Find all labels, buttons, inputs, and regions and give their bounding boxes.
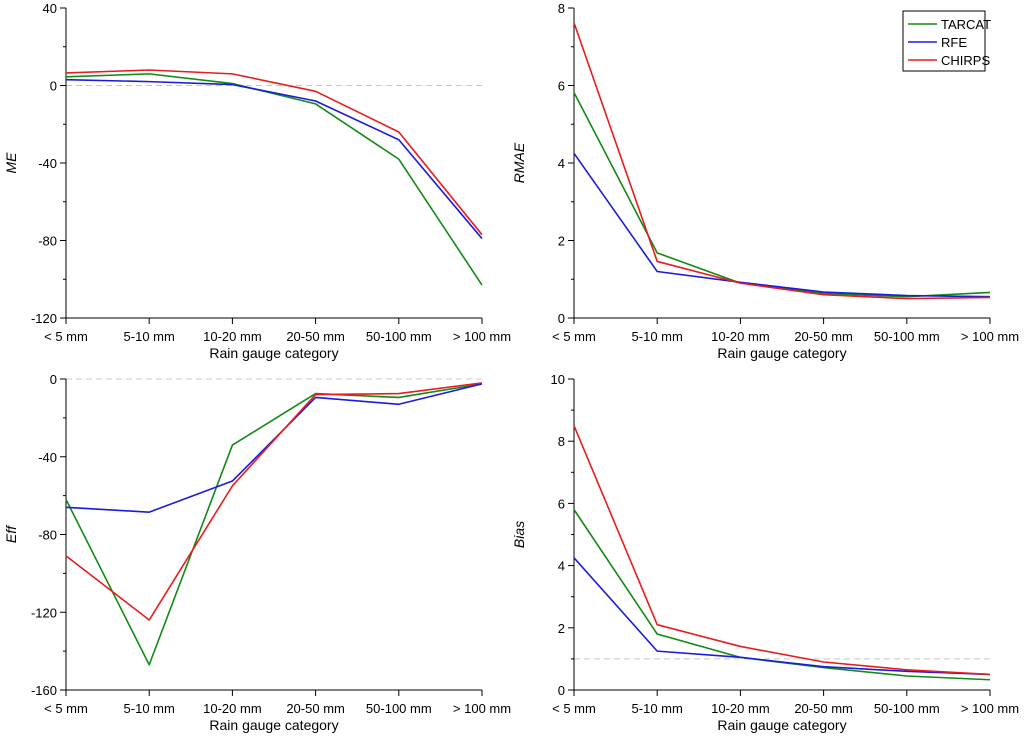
x-tick-label: 20-50 mm: [286, 329, 345, 344]
x-tick-label: < 5 mm: [44, 329, 88, 344]
y-tick-label: 6: [558, 79, 565, 94]
series-line-tarcat: [573, 92, 991, 298]
x-tick-label: > 100 mm: [453, 329, 511, 344]
x-tick-label: 5-10 mm: [632, 329, 683, 344]
y-tick-label: -80: [38, 528, 57, 543]
series-line-chirps: [65, 382, 483, 621]
x-tick-label: > 100 mm: [961, 329, 1019, 344]
y-tick-label: 8: [558, 1, 565, 16]
panel-bias: 0 2 4 6 8 10 < 5 mm 5-10 mm 10-20 mm 20-50 mm 50-1…: [511, 372, 1019, 733]
legend-label-chirps: CHIRPS: [941, 53, 990, 68]
y-tick-label: -160: [31, 683, 57, 698]
y-tick-label: 4: [558, 156, 565, 171]
y-tick-label: 4: [558, 559, 565, 574]
y-tick-label: 10: [551, 372, 565, 387]
series-line-rfe: [573, 557, 991, 676]
x-tick-label: 20-50 mm: [794, 329, 853, 344]
y-tick-label: -40: [38, 450, 57, 465]
x-tick-label: > 100 mm: [453, 701, 511, 716]
y-tick-label: 2: [558, 234, 565, 249]
series-line-tarcat: [65, 73, 483, 286]
panel-eff: -160 -120 -80 -40 0 < 5 mm 5-10 mm 10-20 mm 20-5…: [3, 372, 511, 733]
x-tick-label: 5-10 mm: [632, 701, 683, 716]
series-line-chirps: [573, 22, 991, 300]
y-tick-label: 8: [558, 434, 565, 449]
legend-label-rfe: RFE: [941, 35, 967, 50]
x-tick-label: 50-100 mm: [366, 701, 432, 716]
legend-box: [902, 10, 986, 72]
x-tick-label: 5-10 mm: [124, 329, 175, 344]
x-tick-label: 10-20 mm: [203, 329, 262, 344]
y-axis-label: Bias: [511, 521, 527, 548]
panel-me: -120 -80 -40 0 40 < 5 mm 5-10 mm 10-20 mm 20-50 …: [3, 1, 511, 361]
series-line-rfe: [573, 152, 991, 298]
x-tick-label: 50-100 mm: [874, 329, 940, 344]
y-tick-label: 0: [50, 372, 57, 387]
y-tick-label: 0: [558, 311, 565, 326]
y-tick-label: -40: [38, 156, 57, 171]
x-tick-label: < 5 mm: [552, 701, 596, 716]
x-tick-label: 10-20 mm: [711, 329, 770, 344]
x-tick-label: 50-100 mm: [366, 329, 432, 344]
x-tick-label: < 5 mm: [552, 329, 596, 344]
y-tick-label: 2: [558, 621, 565, 636]
x-tick-label: 10-20 mm: [711, 701, 770, 716]
x-tick-label: 20-50 mm: [286, 701, 345, 716]
legend: TARCAT RFE CHIRPS: [902, 10, 991, 72]
y-tick-label: -80: [38, 234, 57, 249]
x-axis-label: Rain gauge category: [209, 345, 338, 361]
y-tick-label: 0: [50, 79, 57, 94]
x-axis-label: Rain gauge category: [717, 717, 846, 733]
y-axis-label: Eff: [3, 524, 19, 543]
x-tick-label: 20-50 mm: [794, 701, 853, 716]
x-tick-label: 10-20 mm: [203, 701, 262, 716]
series-line-chirps: [65, 69, 483, 236]
x-axis-label: Rain gauge category: [209, 717, 338, 733]
x-tick-label: 5-10 mm: [124, 701, 175, 716]
panel-rmae: 0 2 4 6 8 < 5 mm 5-10 mm 10-20 mm 20-50 mm 50-100…: [511, 1, 1019, 361]
legend-label-tarcat: TARCAT: [941, 17, 991, 32]
y-tick-label: 6: [558, 496, 565, 511]
y-tick-label: -120: [31, 605, 57, 620]
x-tick-label: 50-100 mm: [874, 701, 940, 716]
y-axis-label: ME: [3, 152, 19, 174]
x-axis-label: Rain gauge category: [717, 345, 846, 361]
series-line-rfe: [65, 383, 483, 513]
y-tick-label: -120: [31, 311, 57, 326]
y-axis-label: RMAE: [511, 142, 527, 183]
y-tick-label: 0: [558, 683, 565, 698]
series-line-tarcat: [65, 383, 483, 666]
series-line-rfe: [65, 78, 483, 240]
x-tick-label: > 100 mm: [961, 701, 1019, 716]
series-line-chirps: [573, 425, 991, 676]
y-tick-label: 40: [43, 1, 57, 16]
x-tick-label: < 5 mm: [44, 701, 88, 716]
